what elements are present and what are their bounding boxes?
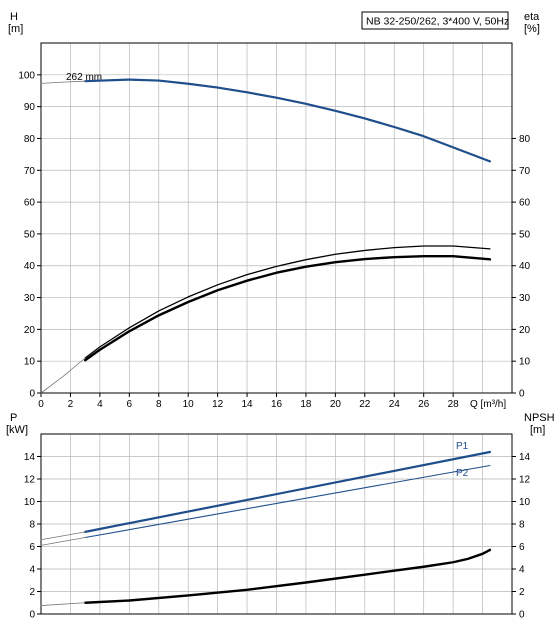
- series-line-p1: [84, 450, 492, 533]
- tick-label-left: 10: [24, 497, 36, 508]
- bottom-series: [40, 450, 492, 606]
- tick-label-x: 14: [242, 399, 254, 410]
- tick-label-left: 60: [24, 198, 36, 209]
- tick-label-x: 20: [330, 399, 342, 410]
- series-line-0: [84, 78, 492, 163]
- tick-label-right: 60: [519, 198, 531, 209]
- right-axis-unit-top: eta: [524, 11, 540, 23]
- series-label-p1: P1: [456, 441, 469, 452]
- tick-label-right: 0: [519, 610, 525, 621]
- bottom-chart: P [kW] NPSH [m] P1 P2 0 2 4 6 8 10 12 14 0 2 4 6 8 1…: [6, 412, 555, 621]
- tick-label-x: 6: [127, 399, 133, 410]
- tick-label-left: 70: [24, 166, 36, 177]
- right-axis-unit-bottom: [%]: [524, 23, 540, 35]
- tick-label-x: 8: [156, 399, 162, 410]
- tick-label-x: 2: [68, 399, 74, 410]
- chart-title: NB 32-250/262, 3*400 V, 50Hz: [366, 16, 509, 28]
- series-line-3: [40, 537, 86, 546]
- tick-label-left: 50: [24, 229, 36, 240]
- bottom-right-ticks: 0 2 4 6 8 10 12 14: [512, 452, 531, 621]
- tick-label-left: 90: [24, 102, 36, 113]
- tick-label-left: 20: [24, 325, 36, 336]
- top-grid: [40, 43, 512, 394]
- series-label-p2: P2: [456, 468, 469, 479]
- curve-label-262mm: 262 mm: [66, 72, 102, 83]
- tick-label-right: 0: [519, 389, 525, 400]
- tick-label-left: 14: [24, 452, 36, 463]
- tick-label-right: 12: [519, 475, 531, 486]
- top-chart: NB 32-250/262, 3*400 V, 50Hz H [m] eta […: [8, 11, 540, 410]
- tick-label-left: 10: [24, 357, 36, 368]
- tick-label-left: 2: [29, 587, 35, 598]
- bottom-left-ticks: 0 2 4 6 8 10 12 14: [24, 452, 41, 621]
- tick-label-right: 20: [519, 325, 531, 336]
- tick-label-right: 4: [519, 565, 525, 576]
- tick-label-right: 2: [519, 587, 525, 598]
- tick-label-x: 28: [448, 399, 460, 410]
- bottom-right-unit-bottom: [m]: [530, 424, 545, 436]
- left-axis-unit-top: H: [10, 11, 18, 23]
- tick-label-right: 6: [519, 542, 525, 553]
- tick-label-x: 0: [38, 399, 44, 410]
- title-box: [361, 11, 509, 30]
- tick-label-left: 80: [24, 134, 36, 145]
- tick-label-left: 6: [29, 542, 35, 553]
- left-axis-unit-bottom: [m]: [8, 23, 23, 35]
- tick-label-left: 0: [29, 610, 35, 621]
- tick-label-x: 4: [97, 399, 103, 410]
- tick-label-right: 70: [519, 166, 531, 177]
- series-line-3: [83, 254, 492, 362]
- tick-label-right: 8: [519, 520, 525, 531]
- x-axis-label: Q [m³/h]: [470, 399, 506, 410]
- series-line-p2: [84, 464, 491, 539]
- tick-label-left: 4: [29, 565, 35, 576]
- tick-label-x: 16: [271, 399, 283, 410]
- tick-label-right: 40: [519, 261, 531, 272]
- top-series: [40, 78, 492, 394]
- tick-label-x: 18: [300, 399, 312, 410]
- series-line-4: [83, 548, 492, 604]
- top-x-ticks: 0 2 4 6 8 10 12 14 16 18 20 22 24 26 28: [38, 393, 459, 410]
- tick-label-x: 22: [359, 399, 371, 410]
- top-left-ticks: 0 10 20 30 40 50 60 70 80 90 100: [18, 70, 41, 400]
- tick-label-left: 30: [24, 293, 36, 304]
- tick-label-right: 50: [519, 229, 531, 240]
- tick-label-left: 40: [24, 261, 36, 272]
- tick-label-right: 10: [519, 357, 531, 368]
- bottom-left-unit-top: P: [10, 412, 17, 424]
- tick-label-x: 12: [212, 399, 224, 410]
- bottom-right-unit-top: NPSH: [524, 412, 555, 424]
- tick-label-x: 10: [183, 399, 195, 410]
- top-right-ticks: 0 10 20 30 40 50 60 70 80: [512, 134, 531, 400]
- tick-label-x: 24: [389, 399, 401, 410]
- tick-label-left: 12: [24, 475, 36, 486]
- tick-label-right: 10: [519, 497, 531, 508]
- tick-label-right: 80: [519, 134, 531, 145]
- tick-label-right: 14: [519, 452, 531, 463]
- tick-label-left: 100: [18, 70, 35, 81]
- series-line-4: [40, 357, 86, 394]
- tick-label-left: 0: [29, 389, 35, 400]
- series-line-2: [84, 245, 491, 359]
- tick-label-x: 26: [418, 399, 430, 410]
- series-line-1: [40, 531, 86, 541]
- tick-label-left: 8: [29, 520, 35, 531]
- series-line-5: [40, 602, 86, 606]
- tick-label-right: 30: [519, 293, 531, 304]
- bottom-left-unit-bottom: [kW]: [6, 424, 28, 436]
- series-line-1: [40, 80, 86, 84]
